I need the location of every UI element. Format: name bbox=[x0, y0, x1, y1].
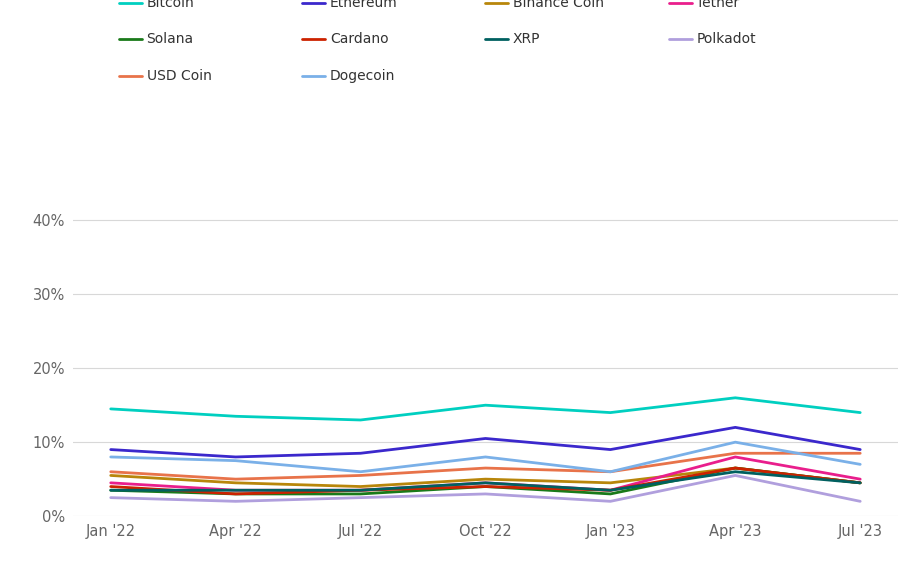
Bitcoin bbox=[230, 413, 241, 420]
Bitcoin bbox=[605, 409, 616, 416]
Cardano bbox=[480, 483, 491, 490]
Solana bbox=[355, 490, 366, 497]
Ethereum bbox=[855, 446, 866, 453]
Binance Coin bbox=[355, 483, 366, 490]
Bitcoin bbox=[480, 402, 491, 408]
Polkadot bbox=[605, 498, 616, 505]
Ethereum bbox=[230, 454, 241, 461]
Line: Polkadot: Polkadot bbox=[111, 476, 860, 502]
Line: Ethereum: Ethereum bbox=[111, 427, 860, 457]
USD Coin bbox=[605, 468, 616, 475]
USD Coin bbox=[730, 450, 741, 457]
USD Coin bbox=[230, 476, 241, 482]
Dogecoin bbox=[105, 454, 116, 461]
Text: Dogecoin: Dogecoin bbox=[330, 69, 395, 82]
Polkadot bbox=[730, 472, 741, 479]
Solana bbox=[105, 487, 116, 494]
Ethereum bbox=[730, 424, 741, 431]
Text: Solana: Solana bbox=[147, 33, 193, 46]
Text: Bitcoin: Bitcoin bbox=[147, 0, 194, 10]
Ethereum bbox=[355, 450, 366, 457]
Dogecoin bbox=[855, 461, 866, 468]
XRP bbox=[605, 487, 616, 494]
Solana bbox=[605, 490, 616, 497]
XRP bbox=[230, 487, 241, 494]
Tether bbox=[730, 454, 741, 461]
USD Coin bbox=[480, 465, 491, 471]
USD Coin bbox=[105, 468, 116, 475]
Line: Tether: Tether bbox=[111, 457, 860, 490]
Text: Tether: Tether bbox=[696, 0, 739, 10]
Bitcoin bbox=[105, 406, 116, 412]
XRP bbox=[105, 487, 116, 494]
Polkadot bbox=[855, 498, 866, 505]
Tether bbox=[105, 480, 116, 486]
Text: XRP: XRP bbox=[513, 33, 540, 46]
Text: Ethereum: Ethereum bbox=[330, 0, 398, 10]
XRP bbox=[355, 487, 366, 494]
Cardano bbox=[605, 487, 616, 494]
Line: USD Coin: USD Coin bbox=[111, 453, 860, 479]
Polkadot bbox=[230, 498, 241, 505]
Line: Binance Coin: Binance Coin bbox=[111, 468, 860, 486]
Binance Coin bbox=[480, 476, 491, 482]
Tether bbox=[230, 487, 241, 494]
Binance Coin bbox=[230, 480, 241, 486]
Polkadot bbox=[105, 494, 116, 501]
Tether bbox=[355, 487, 366, 494]
Ethereum bbox=[105, 446, 116, 453]
Line: Cardano: Cardano bbox=[111, 468, 860, 494]
Binance Coin bbox=[730, 465, 741, 471]
Cardano bbox=[230, 490, 241, 497]
Binance Coin bbox=[855, 480, 866, 486]
Binance Coin bbox=[105, 472, 116, 479]
Cardano bbox=[355, 487, 366, 494]
XRP bbox=[855, 480, 866, 486]
Text: USD Coin: USD Coin bbox=[147, 69, 212, 82]
Ethereum bbox=[605, 446, 616, 453]
Cardano bbox=[730, 465, 741, 471]
Line: Dogecoin: Dogecoin bbox=[111, 442, 860, 472]
Ethereum bbox=[480, 435, 491, 442]
Dogecoin bbox=[605, 468, 616, 475]
Dogecoin bbox=[355, 468, 366, 475]
USD Coin bbox=[355, 472, 366, 479]
Text: Cardano: Cardano bbox=[330, 33, 388, 46]
Dogecoin bbox=[230, 457, 241, 464]
Tether bbox=[480, 480, 491, 486]
USD Coin bbox=[855, 450, 866, 457]
Dogecoin bbox=[730, 439, 741, 445]
Binance Coin bbox=[605, 480, 616, 486]
Line: XRP: XRP bbox=[111, 472, 860, 490]
Solana bbox=[855, 480, 866, 486]
Line: Bitcoin: Bitcoin bbox=[111, 398, 860, 420]
Bitcoin bbox=[730, 394, 741, 401]
Polkadot bbox=[480, 490, 491, 497]
XRP bbox=[730, 468, 741, 475]
Tether bbox=[605, 487, 616, 494]
Cardano bbox=[855, 480, 866, 486]
Solana bbox=[480, 483, 491, 490]
Bitcoin bbox=[355, 417, 366, 424]
Text: Binance Coin: Binance Coin bbox=[513, 0, 604, 10]
Tether bbox=[855, 476, 866, 482]
XRP bbox=[480, 480, 491, 486]
Text: Polkadot: Polkadot bbox=[696, 33, 756, 46]
Line: Solana: Solana bbox=[111, 468, 860, 494]
Dogecoin bbox=[480, 454, 491, 461]
Solana bbox=[730, 465, 741, 471]
Bitcoin bbox=[855, 409, 866, 416]
Solana bbox=[230, 490, 241, 497]
Polkadot bbox=[355, 494, 366, 501]
Cardano bbox=[105, 483, 116, 490]
